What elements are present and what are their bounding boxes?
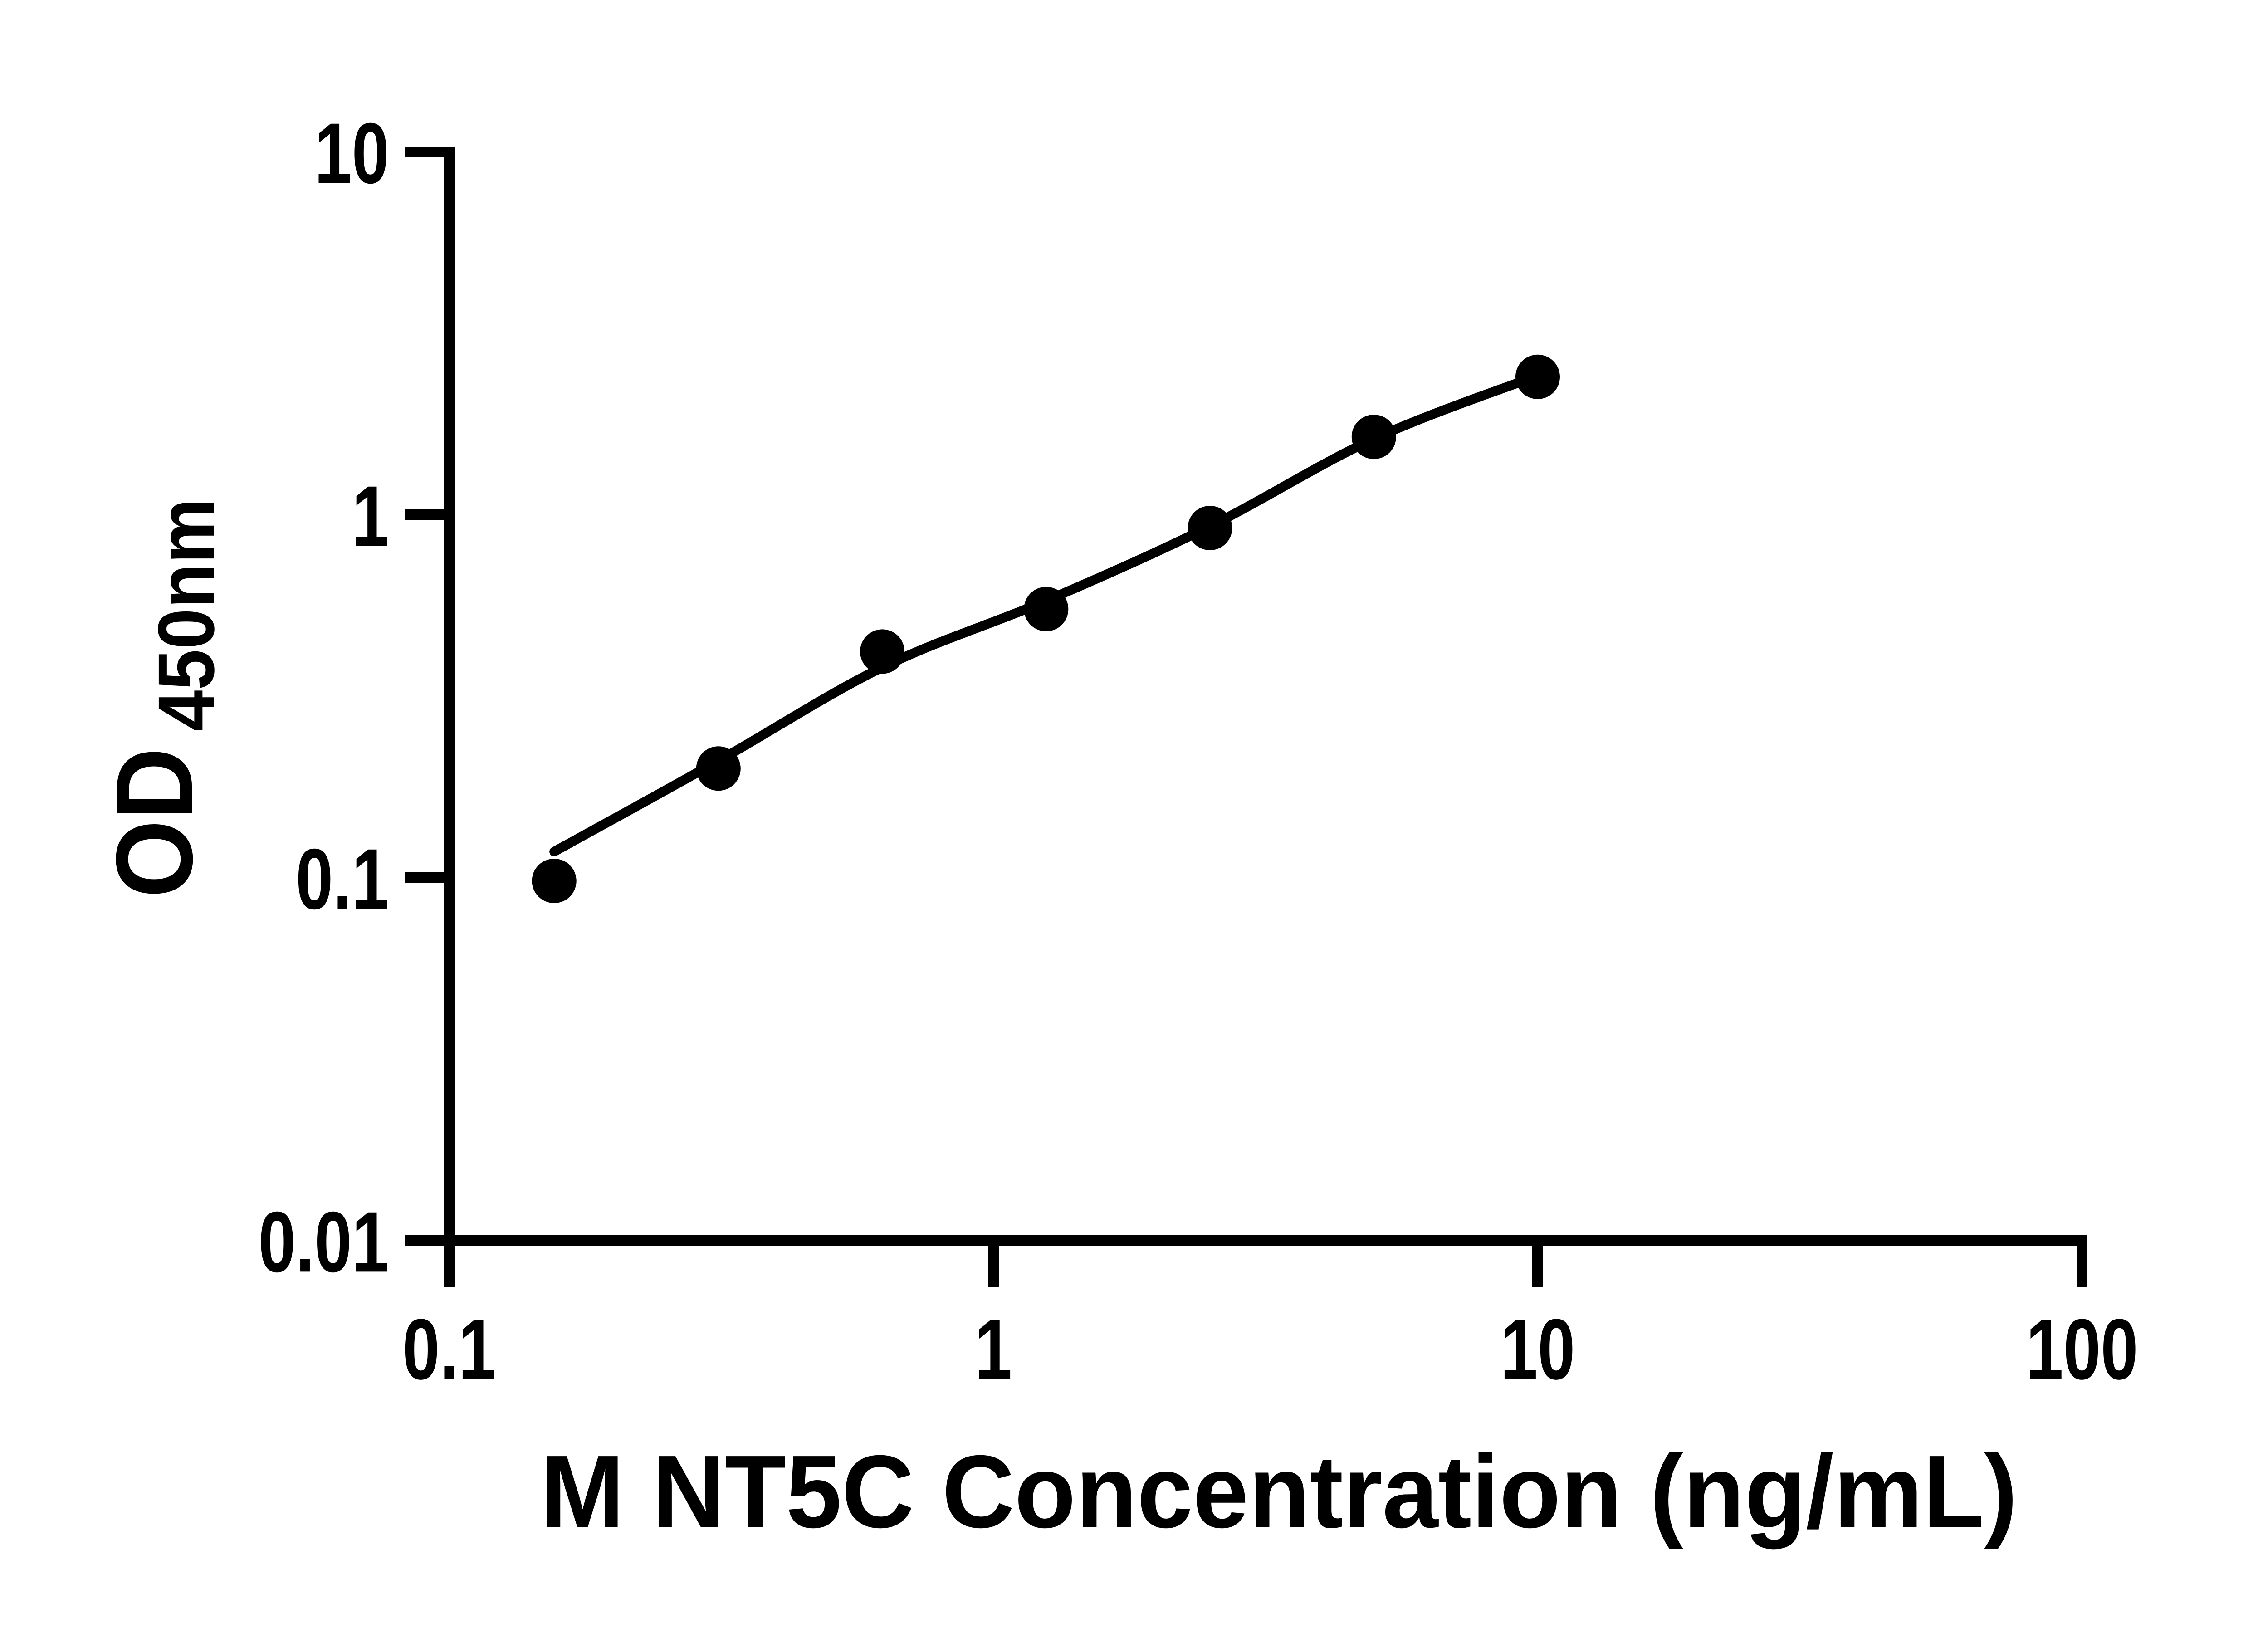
- y-tick-label: 0.1: [296, 831, 389, 928]
- y-tick-label: 0.01: [259, 1194, 389, 1291]
- y-tick-label: 1: [352, 469, 389, 565]
- x-tick-label: 1: [975, 1301, 1012, 1398]
- data-point: [1024, 587, 1069, 631]
- data-point: [532, 859, 577, 903]
- data-point: [1351, 415, 1396, 460]
- x-tick-label: 100: [2026, 1301, 2138, 1398]
- x-tick-label: 0.1: [402, 1301, 496, 1398]
- y-axis-title: OD 450nm: [93, 488, 231, 905]
- data-point: [1188, 506, 1232, 550]
- x-axis-title: M NT5C Concentration (ng/mL): [541, 1440, 2018, 1544]
- data-point: [860, 629, 905, 674]
- y-tick-label: 10: [314, 106, 389, 202]
- x-tick-label: 10: [1501, 1301, 1575, 1398]
- x-axis-title-text: M NT5C Concentration (ng/mL): [541, 1434, 2018, 1550]
- y-axis-title-subscript: 450nm: [142, 498, 231, 731]
- data-point: [1515, 354, 1560, 399]
- data-point: [696, 746, 741, 791]
- y-axis-title-main: OD: [93, 748, 215, 898]
